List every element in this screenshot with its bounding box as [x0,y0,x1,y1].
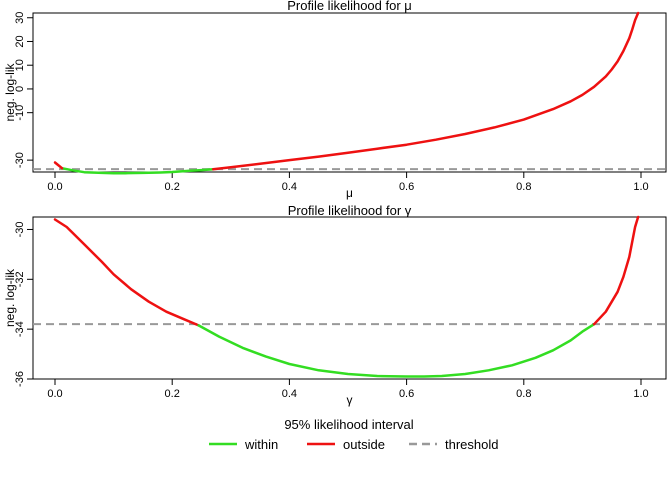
mu-within-curve [60,166,215,175]
mu-plot-frame [32,12,667,173]
legend: 95% likelihood interval within outside t… [209,417,498,452]
legend-outside-label: outside [343,437,385,452]
gamma-y-tick-label: -36 [14,371,26,387]
mu-outside-curve [211,11,640,171]
gamma-x-axis-label: γ [347,393,353,407]
gamma-x-tick-label: 1.0 [633,388,648,400]
gamma-panel: Profile likelihood for γ 0.0 0.2 0.4 0.6 0.8 1… [3,203,667,407]
gamma-x-tick-label: 0.6 [399,388,414,400]
gamma-plot-frame [32,216,667,380]
mu-chart-title: Profile likelihood for μ [287,0,412,13]
gamma-y-axis-label: neg. log-lik [3,268,17,327]
mu-y-tick-label: -10 [14,105,26,121]
mu-x-tick-label: 0.8 [516,181,531,193]
mu-y-tick-label: 30 [14,12,26,24]
gamma-y-tick-label: -34 [14,321,26,337]
mu-x-tick-label: 1.0 [633,181,648,193]
gamma-x-tick-label: 0.2 [165,388,180,400]
mu-y-tick-label: 20 [14,35,26,47]
mu-y-tick-label: 10 [14,59,26,71]
mu-panel: Profile likelihood for μ 0.0 0.2 0.4 0.6 0.8 1… [3,0,667,200]
mu-x-tick-label: 0.4 [282,181,297,193]
mu-outside-curve [53,161,64,170]
gamma-y-tick-label: -30 [14,222,26,238]
gamma-outside-curve [53,218,200,327]
gamma-x-tick-label: 0.0 [47,388,62,400]
gamma-x-tick-label: 0.8 [516,388,531,400]
legend-within-label: within [244,437,278,452]
mu-x-axis-label: μ [346,186,353,200]
mu-x-tick-label: 0.2 [165,181,180,193]
mu-y-tick-label: 0 [14,86,26,92]
gamma-within-curve [197,322,596,378]
gamma-y-tick-label: -32 [14,271,26,287]
mu-y-tick-label: -30 [14,152,26,168]
mu-x-tick-label: 0.6 [399,181,414,193]
mu-x-tick-label: 0.0 [47,181,62,193]
legend-title: 95% likelihood interval [284,417,413,432]
gamma-outside-curve [592,215,640,326]
legend-threshold-label: threshold [445,437,498,452]
gamma-chart-title: Profile likelihood for γ [288,203,412,218]
gamma-x-tick-label: 0.4 [282,388,297,400]
mu-y-axis-label: neg. log-lik [3,62,17,121]
